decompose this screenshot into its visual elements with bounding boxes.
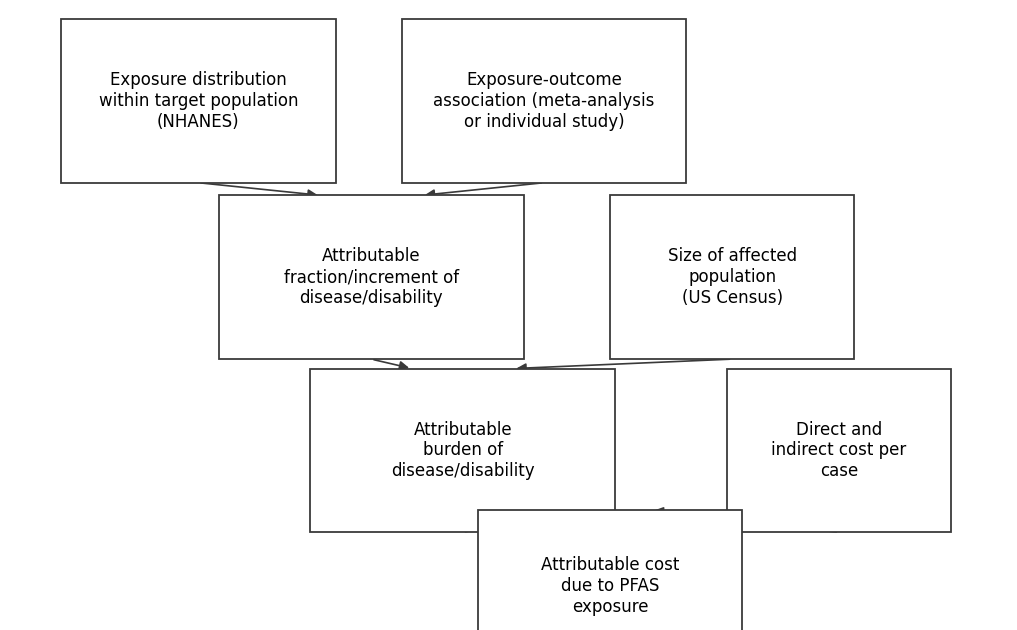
Text: Direct and
indirect cost per
case: Direct and indirect cost per case [772, 421, 906, 480]
FancyBboxPatch shape [478, 510, 742, 630]
FancyBboxPatch shape [727, 369, 951, 532]
Text: Exposure-outcome
association (meta-analysis
or individual study): Exposure-outcome association (meta-analy… [433, 71, 655, 130]
Text: Size of affected
population
(US Census): Size of affected population (US Census) [668, 248, 796, 307]
FancyBboxPatch shape [402, 19, 686, 183]
FancyBboxPatch shape [61, 19, 336, 183]
FancyBboxPatch shape [610, 195, 854, 359]
Text: Exposure distribution
within target population
(NHANES): Exposure distribution within target popu… [99, 71, 298, 130]
Text: Attributable
fraction/increment of
disease/disability: Attributable fraction/increment of disea… [284, 248, 459, 307]
Text: Attributable cost
due to PFAS
exposure: Attributable cost due to PFAS exposure [541, 556, 679, 616]
Text: Attributable
burden of
disease/disability: Attributable burden of disease/disabilit… [391, 421, 535, 480]
FancyBboxPatch shape [310, 369, 615, 532]
FancyBboxPatch shape [219, 195, 524, 359]
